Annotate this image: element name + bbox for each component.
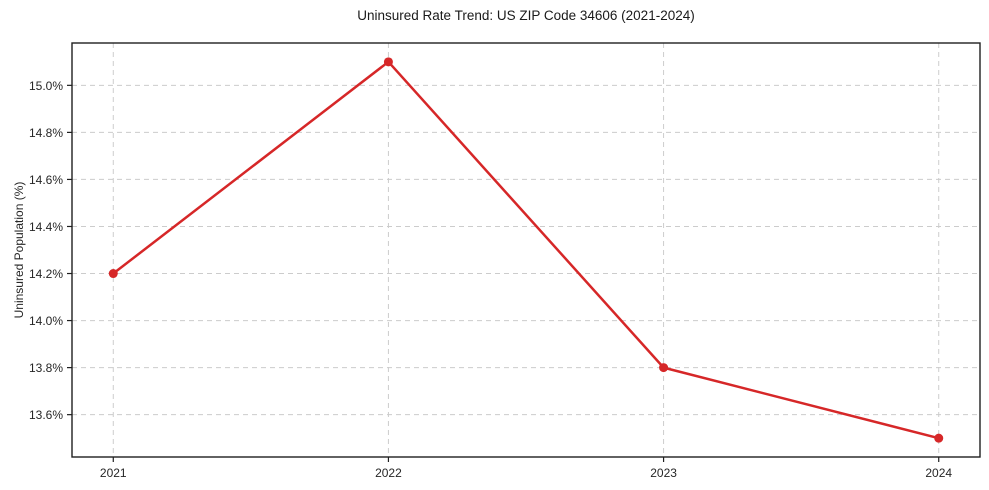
y-tick-label: 15.0% — [29, 79, 63, 93]
trend-line — [112, 60, 940, 440]
y-axis-label: Uninsured Population (%) — [12, 181, 26, 319]
x-tick-label: 2021 — [100, 466, 127, 480]
y-tick-label: 14.6% — [29, 173, 63, 187]
data-point-marker — [659, 363, 669, 373]
data-point-marker — [108, 269, 118, 279]
x-tick-label: 2022 — [375, 466, 402, 480]
data-point-marker — [383, 57, 393, 67]
y-tick-label: 14.4% — [29, 220, 63, 234]
y-tick-label: 14.2% — [29, 267, 63, 281]
plot-border — [71, 42, 981, 458]
y-tick-label: 14.8% — [29, 126, 63, 140]
y-tick-label: 13.6% — [29, 408, 63, 422]
y-tick-label: 14.0% — [29, 314, 63, 328]
x-tick-label: 2023 — [650, 466, 677, 480]
data-point-marker — [934, 433, 944, 443]
x-tick-label: 2024 — [925, 466, 952, 480]
y-tick-label: 13.8% — [29, 361, 63, 375]
plot-area — [72, 43, 980, 457]
chart-title: Uninsured Rate Trend: US ZIP Code 34606 … — [357, 8, 695, 23]
